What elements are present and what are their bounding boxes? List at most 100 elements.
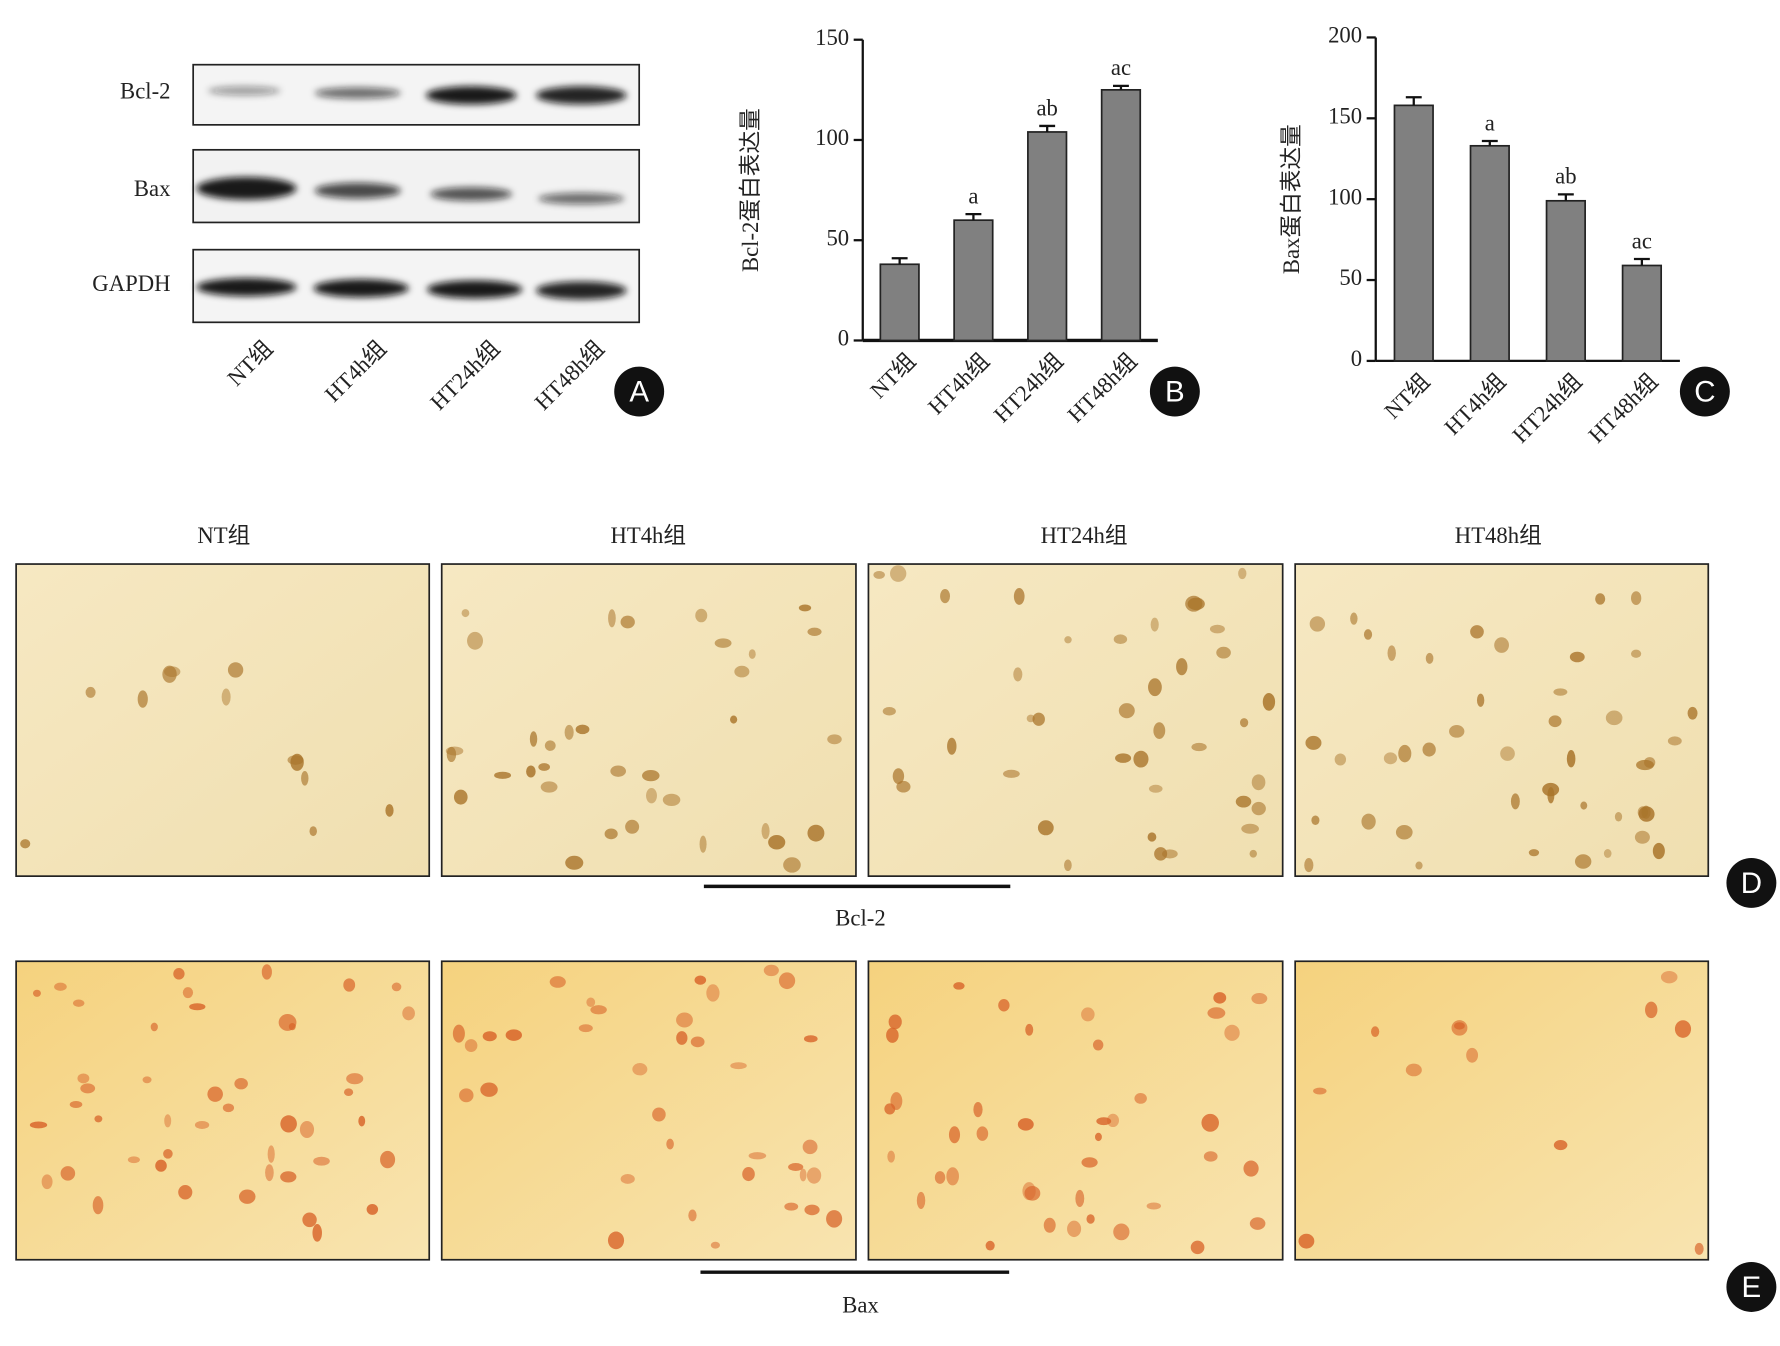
cell [730, 1062, 747, 1070]
cell [625, 819, 640, 834]
cell [1064, 859, 1072, 872]
cell [1425, 652, 1434, 664]
cell [565, 855, 584, 870]
cell [480, 1082, 498, 1097]
cell [1190, 1240, 1205, 1255]
cell [385, 804, 394, 817]
cell [453, 789, 468, 805]
error-bar [1481, 139, 1498, 146]
cell [1154, 847, 1168, 861]
cell [1148, 678, 1162, 697]
cell [1398, 744, 1412, 763]
cell [1241, 823, 1259, 834]
significance-label: ac [1111, 55, 1131, 80]
cell [1238, 567, 1247, 580]
cell [222, 1103, 235, 1113]
cell [1148, 784, 1163, 793]
cell [1262, 693, 1276, 711]
cell [94, 1115, 103, 1123]
cell [544, 740, 556, 751]
panel-badge [1726, 857, 1777, 908]
cell [783, 857, 801, 873]
cell [494, 771, 512, 779]
cell [888, 1014, 902, 1030]
cell [526, 765, 536, 778]
cell [1298, 1233, 1315, 1249]
cell [1415, 861, 1423, 870]
cell [164, 1114, 172, 1128]
cell [343, 1088, 354, 1096]
cell [1630, 649, 1642, 658]
micrograph [440, 960, 857, 1261]
y-tick-label: 150 [815, 25, 849, 50]
cell [699, 835, 707, 853]
cell [940, 589, 951, 604]
cell [1548, 715, 1562, 728]
cell [998, 999, 1010, 1012]
cell [1043, 1217, 1056, 1233]
x-tick-label: HT4h组 [1439, 369, 1510, 440]
cell [343, 978, 356, 992]
cell [261, 964, 272, 980]
bar [1393, 104, 1434, 362]
cell [60, 1166, 76, 1181]
cell [1187, 597, 1205, 611]
cell [1553, 1139, 1568, 1151]
cell [1553, 688, 1568, 696]
cell [1311, 815, 1320, 825]
row-label: Bax [842, 1293, 879, 1318]
micrograph [440, 563, 857, 877]
lane-label: HT24h组 [425, 336, 504, 415]
cell [690, 1036, 705, 1048]
cell [238, 1189, 256, 1204]
band [196, 177, 297, 200]
cell [973, 1101, 983, 1118]
cell [92, 1196, 104, 1215]
cell [1500, 746, 1515, 761]
cell [69, 1101, 83, 1108]
cell [1115, 753, 1132, 763]
cell [540, 781, 558, 793]
cell [1081, 1007, 1095, 1022]
band [207, 86, 281, 96]
cell [1595, 593, 1606, 605]
cell [578, 1024, 593, 1033]
cell [227, 662, 244, 678]
cell [302, 1212, 317, 1228]
cell [666, 1138, 674, 1150]
cell [896, 780, 911, 793]
cell [452, 1024, 465, 1043]
cell [505, 1029, 522, 1041]
x-tick-label: HT48h组 [1063, 348, 1142, 427]
cell [890, 1092, 903, 1110]
cell [607, 1231, 625, 1250]
cell [1106, 1113, 1120, 1128]
cell [529, 731, 538, 747]
x-tick-label: HT48h组 [1584, 369, 1663, 448]
error-bar [1113, 84, 1129, 90]
cell [1574, 854, 1592, 869]
cell [358, 1115, 366, 1127]
cell [976, 1126, 989, 1141]
cell [1528, 849, 1540, 857]
cell [267, 1145, 275, 1163]
cell [806, 1167, 822, 1184]
blot-row-label: GAPDH [92, 271, 170, 296]
bar [1545, 199, 1586, 362]
column-title: HT4h组 [610, 523, 686, 548]
cell [178, 1184, 193, 1200]
cell [1113, 1223, 1130, 1241]
y-tick-label: 200 [1328, 23, 1362, 48]
cell [1694, 1242, 1704, 1255]
bar [1621, 264, 1663, 362]
micrograph [15, 960, 431, 1261]
cell [1113, 634, 1128, 645]
cell [142, 1076, 152, 1084]
cell [1687, 706, 1698, 720]
cell [173, 968, 185, 980]
cell [280, 1171, 297, 1183]
cell [1150, 617, 1159, 632]
cell [916, 1191, 926, 1210]
panel-letter: B [1165, 376, 1185, 409]
